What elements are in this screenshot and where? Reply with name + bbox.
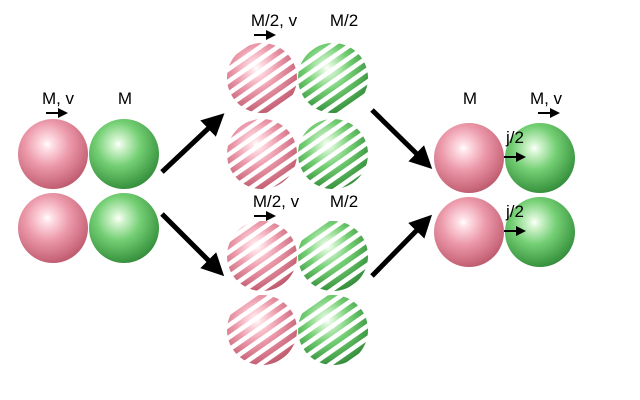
flow-arrows bbox=[160, 108, 433, 278]
middle-bottom-pink-label: M/2, v bbox=[253, 192, 300, 211]
middle-bottom-striped-spheres bbox=[227, 221, 368, 365]
left-pink-label: M, v bbox=[42, 89, 75, 108]
arrow-left-to-middle-bottom bbox=[160, 212, 225, 277]
middle-top-pink-sphere-2 bbox=[227, 119, 297, 189]
middle-top-green-label: M/2 bbox=[330, 11, 358, 30]
arrow-middle-bottom-to-right bbox=[370, 214, 433, 278]
left-pink-sphere-bottom bbox=[18, 193, 88, 263]
left-green-label: M bbox=[118, 89, 132, 108]
middle-top-striped-spheres bbox=[227, 43, 368, 189]
right-pink-label: M bbox=[463, 89, 477, 108]
middle-bottom-group: M/2, v M/2 bbox=[227, 192, 368, 365]
middle-top-pink-sphere-1 bbox=[227, 43, 297, 113]
arrow-left-to-middle-top bbox=[160, 113, 225, 174]
right-pink-sphere-top bbox=[434, 123, 504, 193]
middle-bottom-pink-sphere-1 bbox=[227, 221, 297, 291]
right-green-label: M, v bbox=[530, 89, 563, 108]
right-transfer-label-bottom: j/2 bbox=[505, 202, 524, 221]
middle-top-pink-label: M/2, v bbox=[251, 11, 298, 30]
middle-bottom-green-sphere-1 bbox=[298, 221, 368, 291]
middle-top-group: M/2, v M/2 bbox=[227, 11, 368, 189]
middle-bottom-pink-sphere-2 bbox=[227, 295, 297, 365]
middle-bottom-green-label: M/2 bbox=[330, 192, 358, 211]
left-green-sphere-top bbox=[89, 119, 159, 189]
left-group: M, v M bbox=[18, 89, 159, 263]
right-green-sphere-bottom bbox=[505, 197, 575, 267]
right-group: M M, v j/2 j/2 bbox=[434, 89, 575, 267]
left-pink-sphere-top bbox=[18, 119, 88, 189]
right-pink-sphere-bottom bbox=[434, 197, 504, 267]
right-transfer-label-top: j/2 bbox=[505, 128, 524, 147]
middle-top-green-sphere-1 bbox=[298, 43, 368, 113]
arrow-middle-top-to-right bbox=[370, 108, 433, 170]
right-green-sphere-top bbox=[505, 123, 575, 193]
middle-top-green-sphere-2 bbox=[298, 119, 368, 189]
middle-bottom-green-sphere-2 bbox=[298, 295, 368, 365]
left-green-sphere-bottom bbox=[89, 193, 159, 263]
